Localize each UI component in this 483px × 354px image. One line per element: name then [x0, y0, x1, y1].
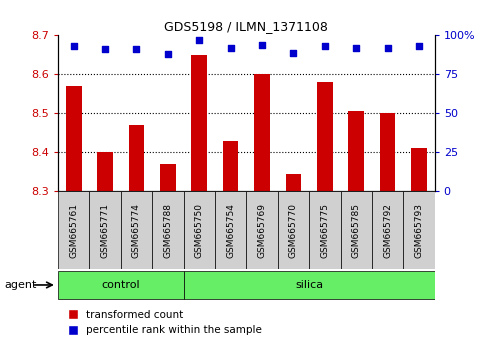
FancyBboxPatch shape — [58, 191, 89, 269]
Text: GSM665792: GSM665792 — [383, 203, 392, 258]
Text: GSM665771: GSM665771 — [100, 203, 110, 258]
Bar — [66, 86, 82, 191]
Point — [101, 47, 109, 52]
FancyBboxPatch shape — [152, 191, 184, 269]
Text: GSM665754: GSM665754 — [226, 203, 235, 258]
FancyBboxPatch shape — [246, 191, 278, 269]
Point — [133, 47, 141, 52]
Bar — [160, 164, 176, 191]
Point — [227, 45, 235, 51]
Text: GSM665770: GSM665770 — [289, 203, 298, 258]
Point — [195, 37, 203, 43]
FancyBboxPatch shape — [215, 191, 246, 269]
Text: agent: agent — [5, 280, 37, 290]
Bar — [317, 82, 333, 191]
Text: control: control — [101, 280, 140, 290]
Legend: transformed count, percentile rank within the sample: transformed count, percentile rank withi… — [63, 306, 266, 339]
Text: GSM665769: GSM665769 — [257, 203, 267, 258]
Bar — [128, 125, 144, 191]
Bar — [184, 271, 435, 299]
Bar — [285, 173, 301, 191]
Bar — [191, 55, 207, 191]
FancyBboxPatch shape — [341, 191, 372, 269]
Text: GSM665785: GSM665785 — [352, 203, 361, 258]
Point — [164, 51, 172, 57]
FancyBboxPatch shape — [278, 191, 309, 269]
Text: GSM665788: GSM665788 — [163, 203, 172, 258]
FancyBboxPatch shape — [372, 191, 403, 269]
Point — [321, 44, 328, 49]
Point — [258, 42, 266, 47]
Bar — [254, 74, 270, 191]
Text: silica: silica — [295, 280, 323, 290]
Point — [353, 45, 360, 51]
Text: GSM665774: GSM665774 — [132, 203, 141, 258]
Text: GSM665775: GSM665775 — [320, 203, 329, 258]
Bar — [97, 152, 113, 191]
FancyBboxPatch shape — [309, 191, 341, 269]
Title: GDS5198 / ILMN_1371108: GDS5198 / ILMN_1371108 — [164, 20, 328, 33]
FancyBboxPatch shape — [89, 191, 121, 269]
Text: GSM665761: GSM665761 — [69, 203, 78, 258]
Bar — [223, 141, 239, 191]
FancyBboxPatch shape — [121, 191, 152, 269]
FancyBboxPatch shape — [403, 191, 435, 269]
Bar — [411, 148, 427, 191]
Bar — [380, 113, 396, 191]
FancyBboxPatch shape — [184, 191, 215, 269]
Point — [290, 50, 298, 55]
Bar — [348, 111, 364, 191]
Bar — [58, 271, 184, 299]
Text: GSM665793: GSM665793 — [414, 203, 424, 258]
Point — [70, 44, 78, 49]
Point — [415, 44, 423, 49]
Text: GSM665750: GSM665750 — [195, 203, 204, 258]
Point — [384, 45, 392, 51]
